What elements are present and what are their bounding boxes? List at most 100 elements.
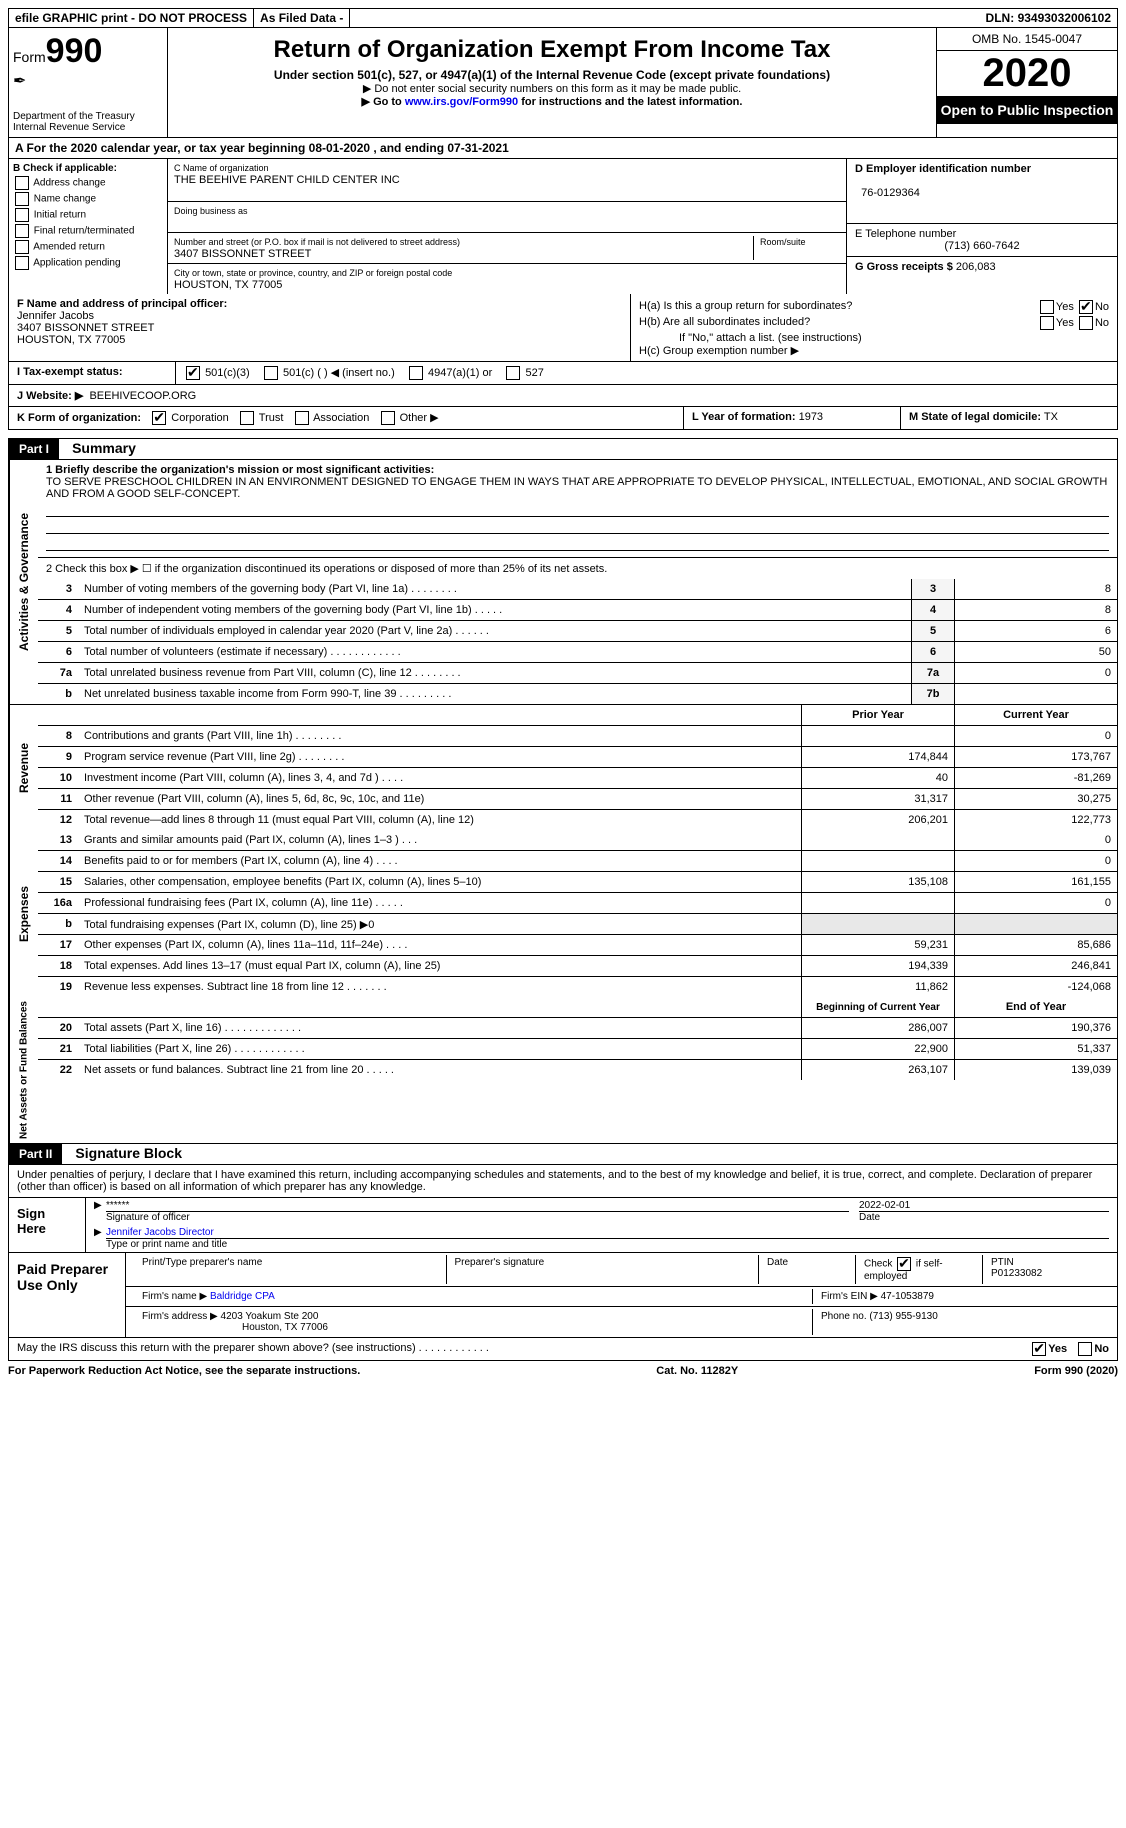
part2-header: Part II [9, 1144, 62, 1164]
dba-label: Doing business as [174, 206, 248, 216]
k-corp[interactable] [152, 411, 166, 425]
chk-final-return[interactable]: Final return/terminated [13, 224, 163, 238]
k-other[interactable] [381, 411, 395, 425]
open-inspection: Open to Public Inspection [937, 96, 1117, 124]
i-501c[interactable] [264, 366, 278, 380]
as-filed: As Filed Data - [254, 9, 350, 27]
section-d: D Employer identification number 76-0129… [846, 159, 1117, 294]
sig-date-label: Date [859, 1212, 1109, 1223]
city: HOUSTON, TX 77005 [174, 279, 282, 291]
e-label: E Telephone number [855, 228, 956, 240]
gross-receipts: 206,083 [956, 261, 996, 273]
sign-here-label: Sign Here [9, 1198, 86, 1252]
i-label: I Tax-exempt status: [17, 366, 123, 378]
chk-initial-return[interactable]: Initial return [13, 208, 163, 222]
chk-amended[interactable]: Amended return [13, 240, 163, 254]
firm-addr2: Houston, TX 77006 [142, 1322, 328, 1333]
firm-addr-label: Firm's address ▶ [142, 1311, 218, 1322]
hb-yes[interactable] [1040, 316, 1054, 330]
officer-link[interactable]: Jennifer Jacobs Director [106, 1227, 214, 1238]
year-formation: 1973 [799, 411, 823, 423]
line2: 2 Check this box ▶ ☐ if the organization… [38, 558, 1117, 579]
ag-line-3: 3 Number of voting members of the govern… [38, 579, 1117, 600]
firm-addr1: 4203 Yoakum Ste 200 [221, 1311, 319, 1322]
line-18: 18 Total expenses. Add lines 13–17 (must… [38, 956, 1117, 977]
i-4947[interactable] [409, 366, 423, 380]
hc-label: H(c) Group exemption number ▶ [639, 344, 1109, 357]
side-na: Net Assets or Fund Balances [9, 997, 38, 1143]
line-19: 19 Revenue less expenses. Subtract line … [38, 977, 1117, 997]
k-trust[interactable] [240, 411, 254, 425]
revenue-section: Revenue Prior Year Current Year 8 Contri… [8, 704, 1118, 830]
expenses-section: Expenses 13 Grants and similar amounts p… [8, 830, 1118, 997]
j-label: J Website: ▶ [17, 390, 83, 402]
block-bcd: B Check if applicable: Address change Na… [8, 159, 1118, 294]
officer-street: 3407 BISSONNET STREET [17, 322, 154, 334]
ag-line-7a: 7a Total unrelated business revenue from… [38, 663, 1117, 684]
prep-date-label: Date [759, 1255, 856, 1284]
section-f: F Name and address of principal officer:… [9, 294, 631, 361]
ha-no[interactable] [1079, 300, 1093, 314]
row-j: J Website: ▶ BEEHIVECOOP.ORG [8, 385, 1118, 407]
part2-title: Signature Block [65, 1145, 182, 1161]
chk-self-employed[interactable] [897, 1257, 911, 1271]
discuss-yes[interactable] [1032, 1342, 1046, 1356]
street-label: Number and street (or P.O. box if mail i… [174, 237, 460, 247]
line-21: 21 Total liabilities (Part X, line 26) .… [38, 1039, 1117, 1060]
paid-label: Paid Preparer Use Only [9, 1253, 126, 1337]
line-10: 10 Investment income (Part VIII, column … [38, 768, 1117, 789]
officer-name: Jennifer Jacobs [17, 310, 94, 322]
footer-mid: Cat. No. 11282Y [656, 1365, 738, 1377]
ha-yes[interactable] [1040, 300, 1054, 314]
sig-date: 2022-02-01 [859, 1200, 1109, 1212]
firm-ein-label: Firm's EIN ▶ [821, 1291, 878, 1302]
chk-pending[interactable]: Application pending [13, 256, 163, 270]
i-501c3[interactable] [186, 366, 200, 380]
firm-phone: (713) 955-9130 [869, 1311, 937, 1322]
side-ag: Activities & Governance [9, 460, 38, 704]
form-title: Return of Organization Exempt From Incom… [172, 36, 932, 64]
firm-ein: 47-1053879 [881, 1291, 934, 1302]
k-label: K Form of organization: [17, 412, 141, 424]
sign-here-section: Sign Here ▶ ****** Signature of officer … [8, 1198, 1118, 1253]
prep-sig-label: Preparer's signature [447, 1255, 760, 1284]
ag-line-5: 5 Total number of individuals employed i… [38, 621, 1117, 642]
line-b: b Total fundraising expenses (Part IX, c… [38, 914, 1117, 935]
room-label: Room/suite [760, 237, 806, 247]
line-11: 11 Other revenue (Part VIII, column (A),… [38, 789, 1117, 810]
org-name: THE BEEHIVE PARENT CHILD CENTER INC [174, 174, 400, 186]
discuss-q: May the IRS discuss this return with the… [17, 1342, 489, 1356]
line-16a: 16a Professional fundraising fees (Part … [38, 893, 1117, 914]
col-begin: Beginning of Current Year [801, 997, 954, 1017]
col-current: Current Year [954, 705, 1117, 725]
k-assoc[interactable] [295, 411, 309, 425]
footer-left: For Paperwork Reduction Act Notice, see … [8, 1365, 360, 1377]
goto-link-row: ▶ Go to www.irs.gov/Form990 for instruct… [172, 95, 932, 108]
irs-link[interactable]: www.irs.gov/Form990 [405, 96, 518, 108]
discuss-row: May the IRS discuss this return with the… [8, 1338, 1118, 1361]
ag-line-4: 4 Number of independent voting members o… [38, 600, 1117, 621]
line-15: 15 Salaries, other compensation, employe… [38, 872, 1117, 893]
chk-address-change[interactable]: Address change [13, 176, 163, 190]
firm-name-label: Firm's name ▶ [142, 1291, 207, 1302]
hb-note: If "No," attach a list. (see instruction… [639, 332, 1109, 344]
sig-stars: ****** [106, 1200, 849, 1212]
ptin: P01233082 [991, 1268, 1042, 1279]
row-klm: K Form of organization: Corporation Trus… [8, 407, 1118, 430]
section-b: B Check if applicable: Address change Na… [9, 159, 168, 294]
discuss-no[interactable] [1078, 1342, 1092, 1356]
side-exp: Expenses [9, 830, 38, 997]
netassets-section: Net Assets or Fund Balances Beginning of… [8, 997, 1118, 1144]
section-h: H(a) Is this a group return for subordin… [631, 294, 1117, 361]
hb-no[interactable] [1079, 316, 1093, 330]
omb-number: OMB No. 1545-0047 [937, 28, 1117, 51]
dln: DLN: 93493032006102 [980, 9, 1117, 27]
line-13: 13 Grants and similar amounts paid (Part… [38, 830, 1117, 851]
d-label: D Employer identification number [855, 163, 1031, 175]
paid-preparer-section: Paid Preparer Use Only Print/Type prepar… [8, 1253, 1118, 1338]
line-14: 14 Benefits paid to or for members (Part… [38, 851, 1117, 872]
i-527[interactable] [506, 366, 520, 380]
firm-name[interactable]: Baldridge CPA [210, 1291, 275, 1302]
chk-name-change[interactable]: Name change [13, 192, 163, 206]
block-fh: F Name and address of principal officer:… [8, 294, 1118, 362]
